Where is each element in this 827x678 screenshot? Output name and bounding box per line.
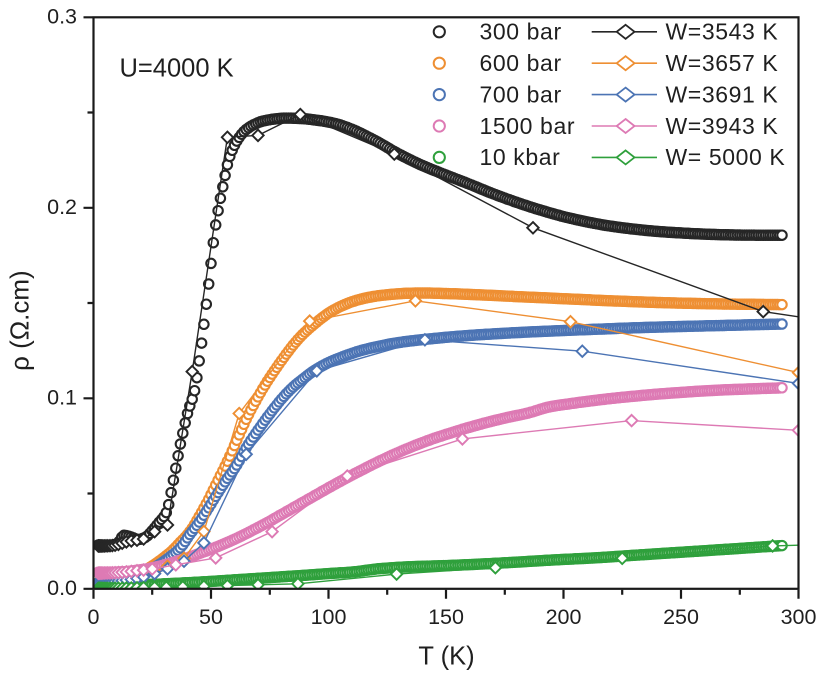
svg-text:W=3691 K: W=3691 K — [666, 81, 779, 107]
svg-text:0: 0 — [88, 605, 100, 629]
svg-text:10 kbar: 10 kbar — [480, 144, 561, 170]
svg-text:W= 5000 K: W= 5000 K — [666, 144, 786, 170]
svg-text:W=3943 K: W=3943 K — [666, 113, 779, 139]
svg-text:200: 200 — [546, 605, 582, 629]
svg-text:300 bar: 300 bar — [480, 19, 562, 45]
svg-text:W=3657 K: W=3657 K — [666, 50, 779, 76]
svg-text:250: 250 — [663, 605, 699, 629]
svg-text:ρ (Ω.cm): ρ (Ω.cm) — [5, 270, 35, 371]
svg-text:1500 bar: 1500 bar — [480, 113, 576, 139]
svg-text:W=3543 K: W=3543 K — [666, 19, 779, 45]
svg-text:50: 50 — [199, 605, 223, 629]
svg-text:0.2: 0.2 — [47, 195, 77, 219]
svg-text:U=4000 K: U=4000 K — [120, 55, 234, 83]
svg-text:150: 150 — [428, 605, 464, 629]
svg-text:700 bar: 700 bar — [480, 81, 562, 107]
svg-text:0.1: 0.1 — [47, 386, 77, 410]
svg-text:T (K): T (K) — [418, 643, 474, 671]
svg-text:100: 100 — [311, 605, 347, 629]
svg-text:600 bar: 600 bar — [480, 50, 562, 76]
svg-text:0.0: 0.0 — [47, 576, 77, 600]
svg-text:0.3: 0.3 — [47, 5, 77, 29]
svg-text:300: 300 — [781, 605, 817, 629]
